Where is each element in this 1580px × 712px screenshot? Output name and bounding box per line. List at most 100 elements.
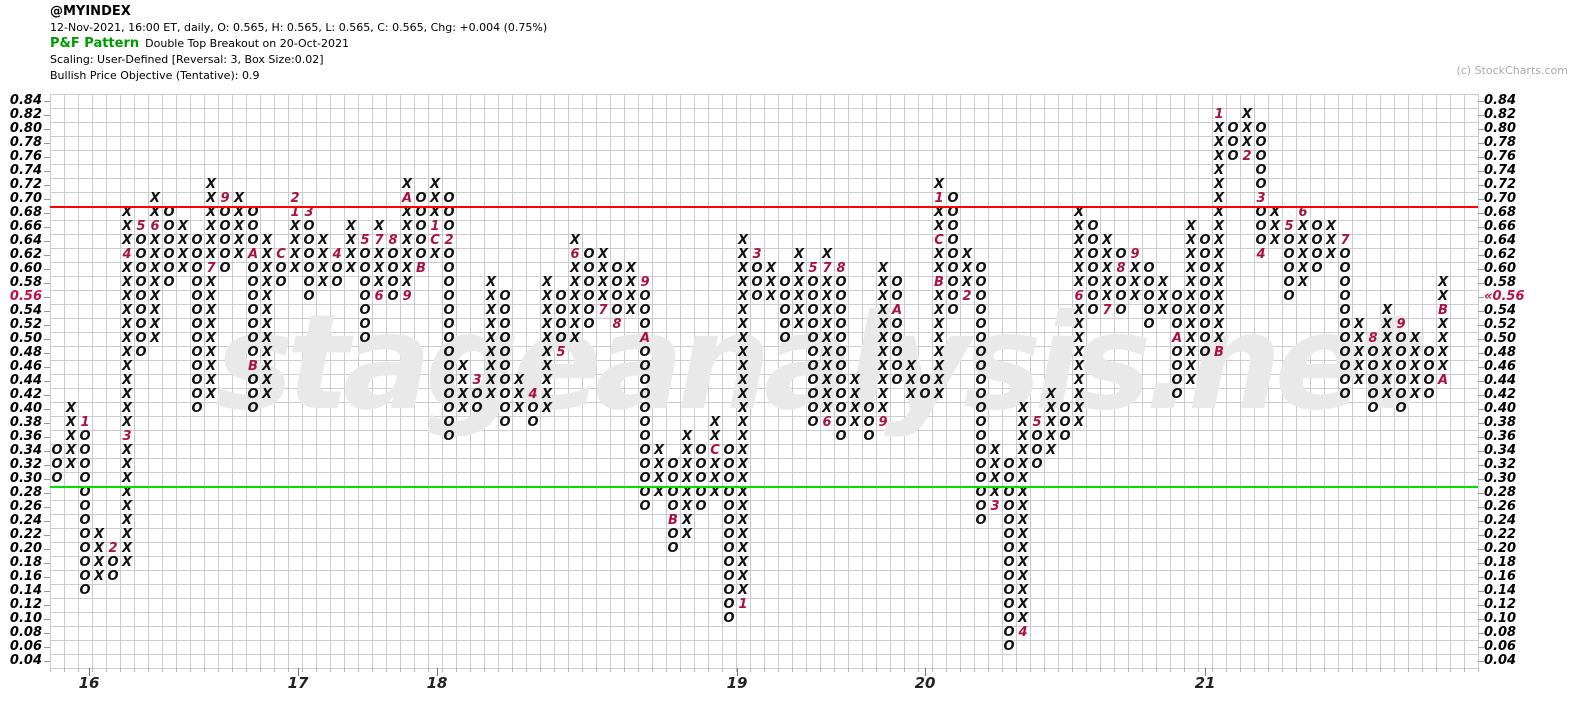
pnf-glyph: X: [261, 275, 273, 290]
x-axis-tick: [1394, 668, 1395, 672]
pnf-glyph: X: [737, 443, 749, 458]
price-label-right: 0.08: [1484, 625, 1517, 640]
pnf-glyph: X: [541, 303, 553, 318]
price-label-left: 0.10: [9, 611, 42, 626]
x-axis-tick: [1170, 668, 1171, 672]
y-axis-tick: [1478, 269, 1484, 270]
pnf-glyph: O: [79, 541, 91, 556]
pnf-glyph: X: [933, 261, 945, 276]
pnf-glyph: O: [975, 275, 987, 290]
price-label-left: 0.62: [9, 247, 42, 262]
pnf-glyph: O: [723, 569, 735, 584]
pnf-glyph: O: [1003, 625, 1015, 640]
pnf-glyph: X: [1353, 373, 1365, 388]
y-axis-tick: [44, 311, 50, 312]
pnf-glyph: X: [1241, 107, 1253, 122]
pnf-glyph: X: [1213, 191, 1225, 206]
y-axis-tick: [1478, 423, 1484, 424]
y-axis-tick: [44, 213, 50, 214]
pnf-glyph: 4: [1018, 625, 1028, 640]
pnf-glyph: X: [485, 317, 497, 332]
pnf-glyph: O: [835, 345, 847, 360]
pnf-glyph: X: [737, 401, 749, 416]
pnf-glyph: X: [569, 233, 581, 248]
x-axis-tick: [484, 668, 485, 672]
pnf-glyph: X: [737, 527, 749, 542]
x-axis-tick: [666, 668, 667, 672]
price-label-left: 0.80: [9, 121, 42, 136]
year-label: 19: [726, 674, 748, 692]
pnf-glyph: X: [205, 387, 217, 402]
pnf-glyph: O: [1199, 303, 1211, 318]
price-label-right: 0.72: [1484, 177, 1517, 192]
pnf-glyph: 8: [612, 317, 622, 332]
pnf-glyph: 6: [822, 415, 832, 430]
pnf-glyph: X: [737, 247, 749, 262]
pnf-glyph: O: [191, 275, 203, 290]
y-axis-tick: [1478, 283, 1484, 284]
pnf-glyph: O: [863, 415, 875, 430]
pnf-glyph: O: [667, 457, 679, 472]
pnf-glyph: X: [429, 191, 441, 206]
x-axis-tick: [232, 668, 233, 672]
pnf-glyph: X: [261, 289, 273, 304]
x-axis-tick: [890, 668, 891, 672]
pnf-glyph: O: [1087, 303, 1099, 318]
pnf-glyph: O: [1367, 345, 1379, 360]
pnf-glyph: O: [639, 485, 651, 500]
pnf-glyph: O: [723, 527, 735, 542]
price-label-right: 0.22: [1484, 527, 1517, 542]
pnf-glyph: B: [668, 513, 678, 528]
pnf-glyph: X: [233, 219, 245, 234]
y-axis-tick: [1478, 507, 1484, 508]
pnf-glyph: X: [93, 527, 105, 542]
year-tick: [737, 668, 738, 676]
pnf-glyph: X: [1409, 387, 1421, 402]
x-axis-tick: [1030, 668, 1031, 672]
pnf-glyph: O: [1227, 135, 1239, 150]
price-label-left: 0.30: [9, 471, 42, 486]
pnf-glyph: O: [1339, 331, 1351, 346]
pnf-glyph: X: [1269, 219, 1281, 234]
price-label-right: 0.32: [1484, 457, 1517, 472]
pnf-glyph: X: [569, 331, 581, 346]
pnf-glyph: O: [1115, 275, 1127, 290]
pnf-glyph: O: [1003, 611, 1015, 626]
y-axis-tick: [1478, 367, 1484, 368]
y-axis-tick: [1478, 115, 1484, 116]
pnf-glyph: O: [695, 457, 707, 472]
y-axis-tick: [1478, 409, 1484, 410]
pnf-glyph: X: [1073, 317, 1085, 332]
pnf-glyph: O: [975, 485, 987, 500]
pnf-glyph: O: [947, 275, 959, 290]
year-label: 18: [426, 674, 448, 692]
pnf-glyph: X: [1017, 485, 1029, 500]
pnf-glyph: X: [821, 387, 833, 402]
pnf-glyph: O: [639, 387, 651, 402]
pnf-glyph: X: [569, 317, 581, 332]
pnf-glyph: O: [527, 415, 539, 430]
x-axis-tick: [288, 668, 289, 672]
y-axis-tick: [44, 241, 50, 242]
pnf-glyph: X: [121, 471, 133, 486]
pnf-glyph: O: [191, 289, 203, 304]
pnf-glyph: X: [1213, 135, 1225, 150]
pnf-glyph: X: [177, 247, 189, 262]
x-axis-tick: [414, 668, 415, 672]
pnf-glyph: X: [793, 289, 805, 304]
pnf-glyph: O: [779, 331, 791, 346]
pnf-glyph: X: [121, 331, 133, 346]
pnf-glyph: X: [121, 527, 133, 542]
pnf-glyph: O: [387, 247, 399, 262]
pnf-glyph: X: [849, 401, 861, 416]
pnf-glyph: O: [1395, 373, 1407, 388]
pnf-glyph: X: [737, 569, 749, 584]
pnf-glyph: O: [1367, 359, 1379, 374]
pnf-glyph: X: [933, 247, 945, 262]
y-axis-tick: [44, 157, 50, 158]
pnf-glyph: O: [639, 359, 651, 374]
price-label-right: 0.80: [1484, 121, 1517, 136]
pnf-glyph: X: [513, 387, 525, 402]
pnf-glyph: O: [1003, 513, 1015, 528]
pnf-glyph: O: [331, 275, 343, 290]
